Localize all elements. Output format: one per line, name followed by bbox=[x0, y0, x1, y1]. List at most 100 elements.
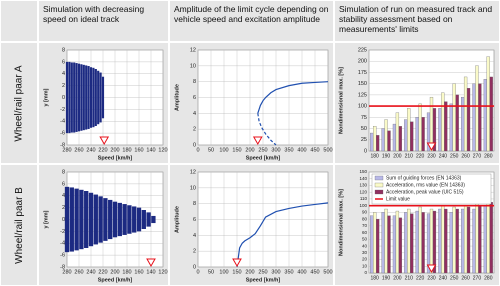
y-tick-label: -2 bbox=[60, 229, 65, 235]
bar bbox=[475, 65, 479, 152]
bar bbox=[449, 103, 453, 152]
x-tick-label: 0 bbox=[196, 147, 199, 153]
x-tick-label: 200 bbox=[245, 147, 254, 153]
bar bbox=[486, 198, 490, 274]
bar bbox=[398, 217, 402, 274]
bar bbox=[441, 205, 445, 274]
x-tick-label: 210 bbox=[405, 275, 414, 281]
bar bbox=[483, 79, 487, 152]
x-tick-label: 220 bbox=[98, 147, 107, 153]
bar bbox=[486, 56, 490, 152]
y-tick-label: 60 bbox=[362, 230, 368, 235]
oscillation-band bbox=[99, 72, 102, 123]
y-tick-label: 10 bbox=[190, 185, 196, 191]
x-tick-label: 220 bbox=[98, 269, 107, 275]
x-tick-label: 500 bbox=[323, 147, 332, 153]
y-axis-label: Amplitude bbox=[174, 206, 180, 233]
y-tick-label: 2 bbox=[193, 127, 196, 133]
bar bbox=[398, 126, 402, 152]
column-header: Simulation with decreasing speed on idea… bbox=[38, 0, 169, 42]
legend-swatch bbox=[374, 182, 384, 188]
bar bbox=[384, 119, 388, 152]
bar bbox=[421, 212, 425, 274]
oscillation-band bbox=[80, 64, 83, 131]
y-axis-label: y [mm] bbox=[43, 88, 49, 106]
column-header: Amplitude of the limit cycle depending o… bbox=[169, 0, 334, 42]
speed-marker bbox=[146, 258, 156, 268]
speed-marker bbox=[426, 264, 437, 274]
y-tick-label: 10 bbox=[362, 263, 368, 268]
x-tick-label: 240 bbox=[86, 269, 95, 275]
x-tick-label: 150 bbox=[232, 269, 241, 275]
bar bbox=[373, 126, 377, 152]
oscillation-band bbox=[75, 63, 78, 132]
oscillation-band bbox=[98, 196, 103, 243]
oscillation-band bbox=[146, 212, 151, 227]
bar bbox=[376, 135, 380, 152]
oscillation-band bbox=[93, 194, 98, 245]
corner bbox=[0, 0, 38, 42]
x-tick-label: 200 bbox=[245, 269, 254, 275]
x-tick-label: 100 bbox=[219, 269, 228, 275]
x-tick-label: 350 bbox=[284, 147, 293, 153]
bar bbox=[432, 210, 437, 274]
y-tick-label: 4 bbox=[62, 71, 65, 77]
bar bbox=[444, 208, 448, 274]
y-tick-label: 6 bbox=[62, 181, 65, 187]
x-tick-label: 400 bbox=[297, 147, 306, 153]
bar bbox=[452, 206, 456, 274]
y-axis-label: Nondimensional max. [%] bbox=[338, 189, 344, 256]
x-tick-label: 250 bbox=[450, 153, 459, 159]
bar bbox=[441, 92, 445, 152]
bar bbox=[429, 208, 434, 274]
bar bbox=[418, 206, 422, 274]
bar bbox=[387, 130, 391, 152]
legend-label: Acceleration, peak value (UIC 515) bbox=[386, 189, 464, 195]
limit-cycle-line bbox=[257, 81, 329, 114]
x-tick-label: 240 bbox=[439, 153, 448, 159]
y-tick-label: 2 bbox=[62, 205, 65, 211]
bar bbox=[444, 101, 448, 152]
y-tick-label: 8 bbox=[193, 201, 196, 207]
oscillation-band bbox=[97, 70, 100, 125]
y-tick-label: 120 bbox=[359, 189, 367, 194]
y-tick-label: 8 bbox=[62, 47, 65, 53]
y-tick-label: 12 bbox=[190, 47, 196, 53]
y-tick-label: 6 bbox=[193, 95, 196, 101]
bar bbox=[438, 108, 442, 152]
oscillation-band bbox=[151, 215, 156, 224]
x-tick-label: 450 bbox=[310, 269, 319, 275]
oscillation-band bbox=[77, 63, 81, 132]
limit-cycle-line bbox=[257, 113, 277, 146]
bar bbox=[381, 212, 385, 274]
bar bbox=[407, 208, 411, 274]
bar bbox=[466, 88, 471, 152]
y-tick-label: 70 bbox=[362, 223, 368, 228]
oscillation-band bbox=[94, 69, 97, 126]
x-tick-label: 0 bbox=[196, 269, 199, 275]
oscillation-band bbox=[87, 66, 90, 129]
oscillation-band bbox=[127, 205, 132, 234]
y-tick-label: 100 bbox=[358, 104, 367, 110]
oscillation-band bbox=[79, 189, 84, 250]
bar bbox=[373, 212, 377, 274]
x-tick-label: 260 bbox=[74, 147, 83, 153]
x-axis-label: Speed [km/h] bbox=[246, 155, 281, 161]
legend-box bbox=[371, 173, 492, 205]
bar bbox=[370, 215, 374, 274]
oscillation-band bbox=[89, 67, 93, 128]
bar bbox=[404, 212, 408, 274]
x-tick-label: 250 bbox=[258, 269, 267, 275]
bar bbox=[472, 208, 476, 274]
row-label: Wheel/rail paar A bbox=[13, 64, 25, 142]
column-header: Simulation of run on measured track and … bbox=[334, 0, 500, 42]
x-tick-label: 120 bbox=[158, 269, 167, 275]
y-tick-label: 6 bbox=[62, 59, 65, 65]
x-tick-label: 210 bbox=[405, 153, 414, 159]
y-tick-label: 10 bbox=[190, 63, 196, 69]
y-tick-label: 0 bbox=[364, 270, 367, 275]
x-tick-label: 230 bbox=[427, 275, 436, 281]
bar bbox=[418, 103, 422, 152]
chart: 0 25 50 75 100 125 150 175 200 225 Nondimensional … bbox=[338, 47, 495, 159]
